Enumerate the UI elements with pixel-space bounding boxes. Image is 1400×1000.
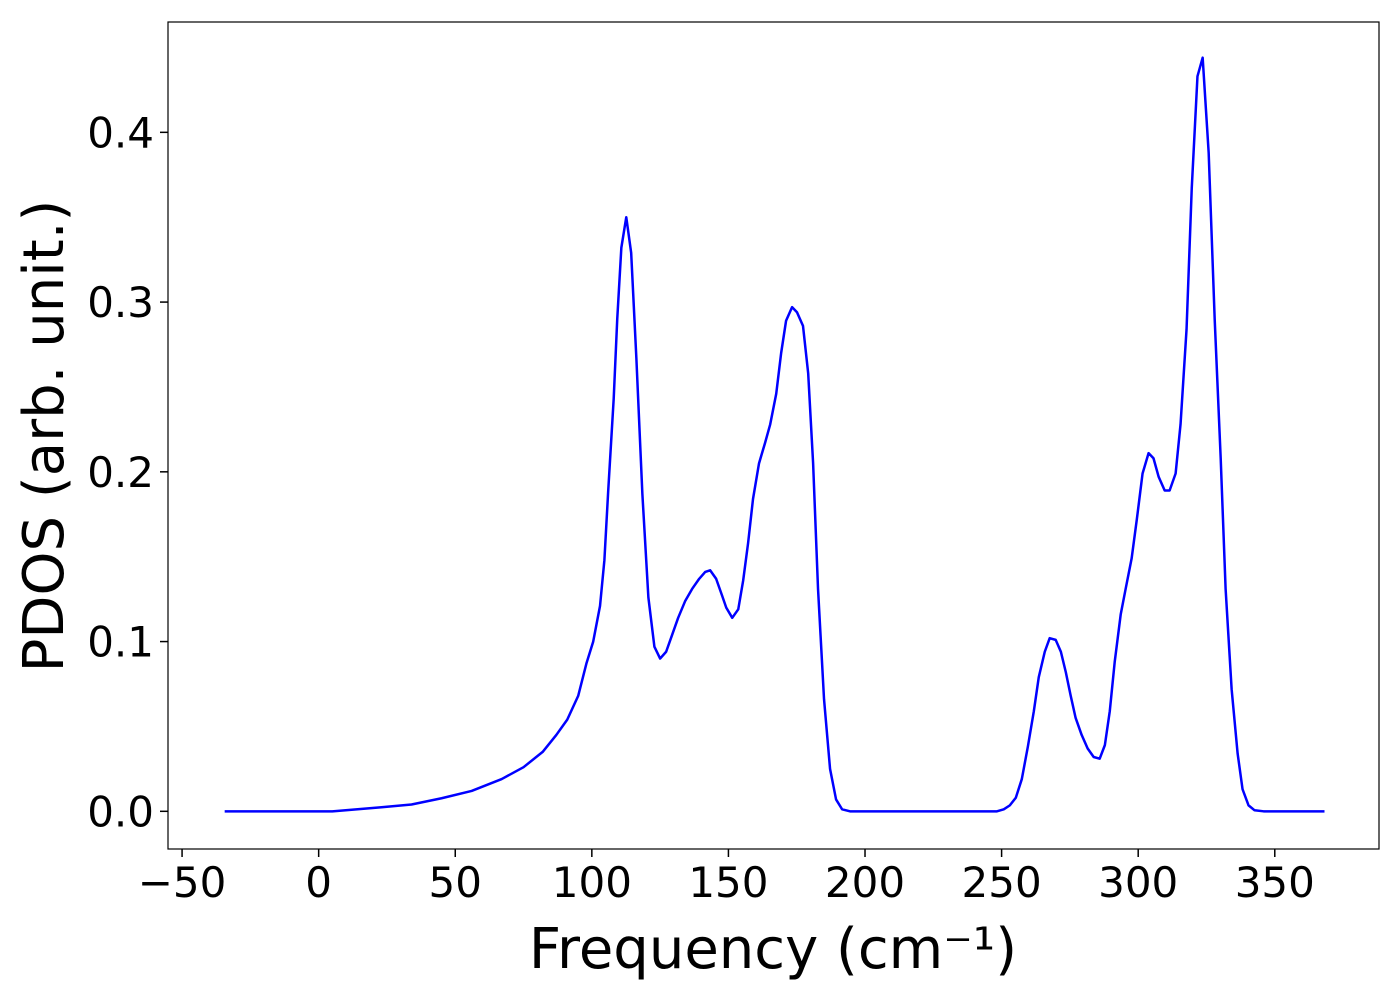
x-tick-label: 200: [825, 858, 905, 907]
y-axis-label: PDOS (arb. unit.): [12, 200, 77, 673]
x-tick-label: 50: [429, 858, 482, 907]
y-tick-label: 0.3: [87, 278, 154, 327]
y-tick-label: 0.1: [87, 618, 154, 667]
y-tick-label: 0.2: [87, 448, 154, 497]
y-tick-label: 0.0: [87, 787, 154, 836]
data-line: [224, 56, 1325, 813]
y-tick-label: 0.4: [87, 108, 154, 157]
x-tick-label: 350: [1235, 858, 1315, 907]
x-tick-label: 250: [962, 858, 1042, 907]
x-tick-label: 150: [688, 858, 768, 907]
x-tick-label: 0: [305, 858, 332, 907]
x-axis-label: Frequency (cm⁻¹): [529, 917, 1017, 982]
x-tick-label: 300: [1098, 858, 1178, 907]
plot-frame: [167, 21, 1380, 850]
x-tick-label: −50: [138, 858, 227, 907]
x-tick-label: 100: [552, 858, 632, 907]
